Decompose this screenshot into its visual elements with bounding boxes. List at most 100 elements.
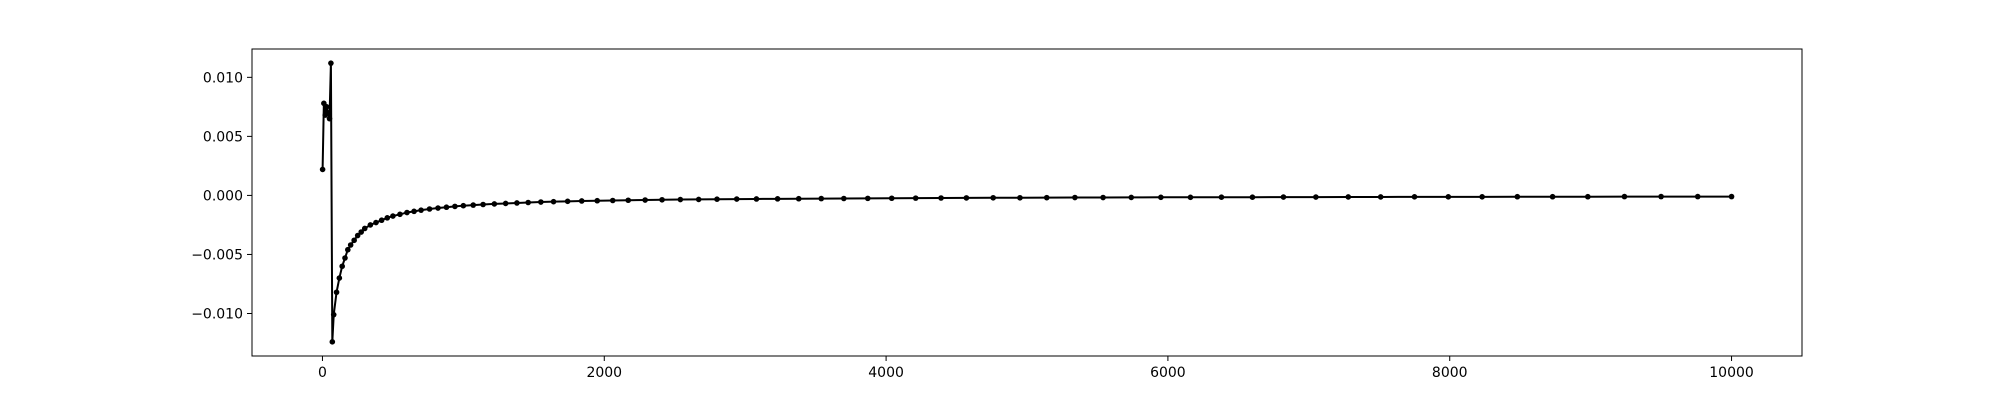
data-point [714,196,720,202]
data-point [326,115,333,122]
data-point [339,263,345,270]
data-point [354,232,361,239]
data-point [538,199,544,205]
y-tick-label: −0.005 [191,247,243,263]
data-point [480,201,486,208]
data-point [460,202,467,209]
data-point [328,60,334,66]
data-point [358,229,365,235]
data-point [795,195,802,202]
data-point [323,104,330,110]
data-point [578,198,585,204]
data-point [938,195,944,201]
data-point [1249,194,1256,200]
y-tick-label: 0.005 [203,129,243,145]
data-point [1445,194,1452,200]
data-point [990,194,996,201]
data-point [774,196,781,202]
data-point [361,225,368,232]
data-point [1218,194,1225,200]
data-point [1411,194,1418,200]
data-point [659,196,665,203]
data-point [1158,194,1164,201]
data-point [753,196,760,202]
data-point [470,202,477,208]
data-point [1280,194,1287,200]
data-point [1017,194,1023,201]
data-point [1549,193,1556,200]
data-point [330,311,337,318]
data-point [550,198,557,205]
data-point [912,195,919,201]
data-point [1377,194,1384,200]
data-point [452,203,458,210]
data-point [625,197,632,204]
axes-frame [251,48,1803,357]
data-point [1345,194,1352,200]
data-point [1658,193,1664,200]
data-point [1128,194,1135,201]
data-point [443,204,450,211]
data-point [325,109,331,116]
x-tick-label: 10000 [1709,365,1754,381]
data-point [1694,193,1701,200]
data-point [319,166,326,173]
data-point [411,208,417,215]
data-point [333,289,340,296]
data-point [695,196,702,203]
axes: 0 2000 4000 6000 8000 10000 0.010 0.005 0.000 −0.… [191,48,1803,381]
data-point [404,209,410,216]
data-point [514,200,520,206]
data-point [888,195,895,202]
data-point [491,201,498,207]
data-point [1621,193,1628,200]
data-point [1187,194,1194,201]
x-tick-label: 0 [318,365,327,381]
data-point [1479,194,1485,200]
data-point [733,196,740,202]
data-point [384,215,391,221]
data-point [347,242,354,248]
data-point [1313,194,1319,200]
data-point [594,197,601,204]
data-point [345,246,351,253]
data-point [373,219,379,226]
data-point [329,339,336,345]
data-point [426,206,433,212]
x-tick-label: 4000 [868,365,904,381]
y-tick-label: 0.010 [203,70,243,86]
data-point [502,200,509,207]
data-point [1514,193,1521,200]
data-point [378,217,385,224]
data-point [351,237,357,244]
data-point [963,195,970,201]
x-tick-label: 8000 [1432,365,1468,381]
data-point [336,275,343,281]
data-point [397,211,403,218]
data-point [564,198,571,205]
data-point [525,199,531,206]
plot-area [319,60,1735,345]
data-point [642,197,648,203]
data-point [435,205,441,211]
data-point [342,255,348,261]
x-tick-label: 2000 [586,365,622,381]
data-point [390,213,396,219]
data-point [1043,194,1050,201]
x-tick-label: 6000 [1150,365,1186,381]
data-point [818,195,825,202]
y-tick-label: −0.010 [191,306,243,322]
y-tick-label: 0.000 [203,188,243,204]
data-point [609,197,616,204]
data-point [418,207,424,213]
data-point [1072,194,1078,201]
data-point [864,195,871,202]
data-point [841,195,847,202]
data-point [1100,194,1106,201]
data-point [1585,193,1591,200]
data-point [367,222,374,228]
data-point [1728,193,1735,200]
data-point [677,196,684,203]
